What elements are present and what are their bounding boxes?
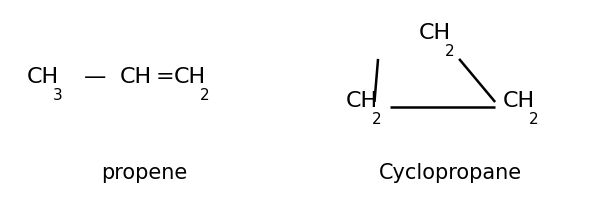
Text: CH: CH [419, 23, 451, 43]
Text: CH: CH [503, 91, 535, 111]
Text: CH: CH [174, 67, 206, 87]
Text: —: — [84, 67, 106, 87]
Text: 2: 2 [372, 112, 382, 127]
Text: CH: CH [27, 67, 59, 87]
Text: 3: 3 [53, 88, 62, 103]
Text: 2: 2 [445, 44, 454, 59]
Text: Cyclopropane: Cyclopropane [379, 163, 522, 183]
Text: CH: CH [120, 67, 152, 87]
Text: CH: CH [346, 91, 378, 111]
Text: =: = [156, 67, 175, 87]
Text: propene: propene [101, 163, 187, 183]
Text: 2: 2 [200, 88, 209, 103]
Text: 2: 2 [529, 112, 538, 127]
